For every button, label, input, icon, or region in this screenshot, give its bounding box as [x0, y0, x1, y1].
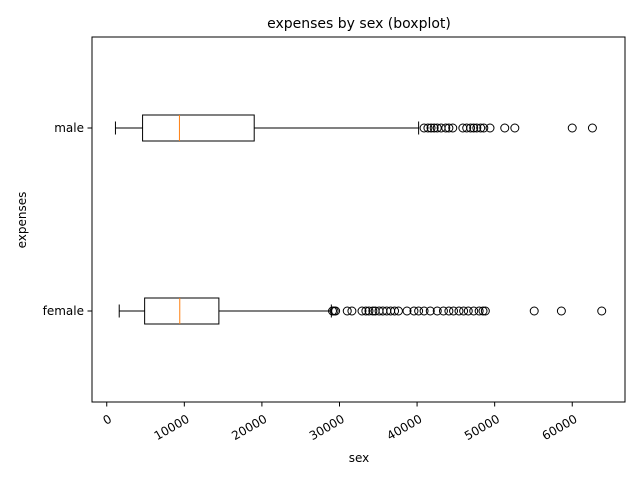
box-iqr — [142, 114, 255, 142]
outlier-point — [510, 123, 520, 133]
outlier-point — [342, 306, 352, 316]
outlier-point — [480, 306, 490, 316]
outlier-point — [485, 123, 495, 133]
plot-area — [91, 36, 626, 403]
outlier-point — [449, 306, 459, 316]
outlier-point — [361, 306, 371, 316]
outlier-point — [479, 123, 489, 133]
outlier-point — [347, 306, 357, 316]
outlier-point — [409, 306, 419, 316]
plot-frame — [91, 36, 626, 403]
outlier-point — [478, 306, 488, 316]
x-tick-label: 60000 — [540, 412, 580, 443]
outlier-point — [529, 306, 539, 316]
x-tick-label: 0 — [101, 412, 115, 428]
outlier-point — [469, 306, 479, 316]
outlier-point — [472, 123, 482, 133]
outlier-point — [432, 306, 442, 316]
y-tick-label-female: female — [43, 304, 84, 318]
outlier-point — [390, 306, 400, 316]
outlier-point — [414, 306, 424, 316]
outlier-point — [444, 306, 454, 316]
outlier-point — [463, 306, 473, 316]
outlier-point — [331, 306, 341, 316]
x-tick-label: 50000 — [462, 412, 502, 443]
box-group-female — [118, 297, 607, 325]
x-tick-label: 20000 — [229, 412, 269, 443]
outlier-point — [454, 306, 464, 316]
outlier-point — [597, 306, 607, 316]
outlier-point — [419, 306, 429, 316]
outlier-point — [368, 306, 378, 316]
outlier-point — [438, 306, 448, 316]
outlier-point — [469, 123, 479, 133]
outlier-point — [500, 123, 510, 133]
x-axis-ticks: 0 10000 20000 30000 40000 50000 60000 — [101, 402, 580, 443]
chart-title: expenses by sex (boxplot) — [267, 16, 451, 32]
x-axis-label: sex — [349, 451, 370, 465]
outlier-point — [364, 306, 374, 316]
outlier-point — [556, 306, 566, 316]
outlier-point — [444, 123, 454, 133]
outlier-point — [587, 123, 597, 133]
outlier-point — [466, 123, 476, 133]
outlier-point — [476, 123, 486, 133]
outlier-point — [402, 306, 412, 316]
outlier-point — [459, 306, 469, 316]
x-tick-label: 10000 — [152, 412, 192, 443]
outlier-point — [426, 123, 436, 133]
outlier-point — [474, 306, 484, 316]
outlier-point — [419, 123, 429, 133]
outlier-point — [425, 306, 435, 316]
outlier-point — [567, 123, 577, 133]
box-group-male — [114, 114, 597, 142]
outlier-point — [357, 306, 367, 316]
outlier-point — [393, 306, 403, 316]
y-axis-ticks: female male — [43, 121, 92, 318]
outlier-point — [448, 123, 458, 133]
outlier-point — [441, 123, 451, 133]
outlier-point — [423, 123, 433, 133]
x-tick-label: 30000 — [307, 412, 347, 443]
outlier-point — [462, 123, 472, 133]
y-tick-label-male: male — [54, 121, 84, 135]
y-axis-label: expenses — [15, 192, 29, 249]
box-iqr — [144, 297, 220, 325]
x-tick-label: 40000 — [384, 412, 424, 443]
outlier-point — [432, 123, 442, 133]
outlier-point — [429, 123, 439, 133]
